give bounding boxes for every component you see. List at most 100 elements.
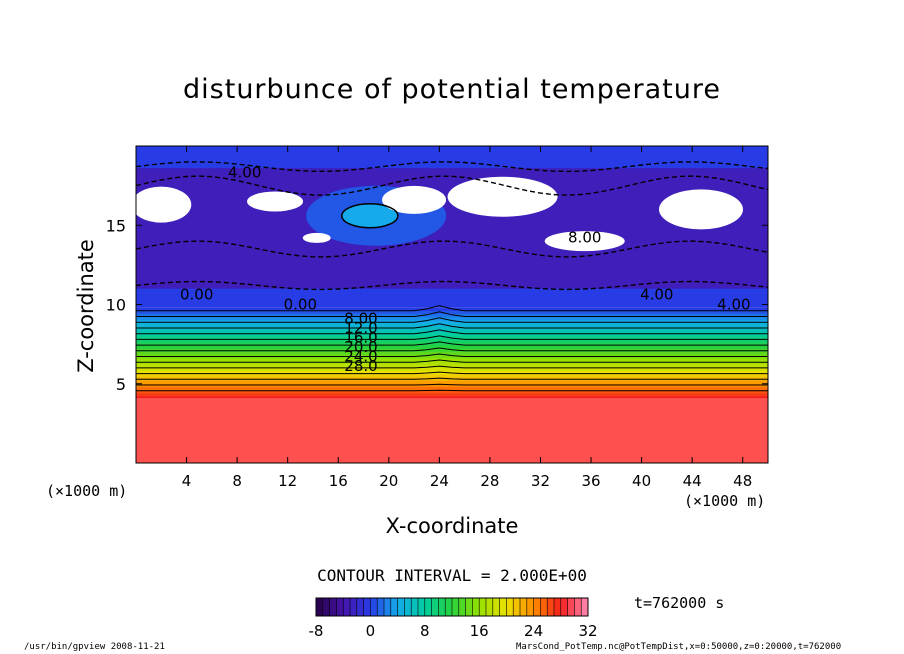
colorbar-cell — [452, 598, 460, 616]
contour-line — [136, 371, 768, 375]
contour-label: 24.0 — [344, 348, 377, 366]
contour-line — [136, 335, 768, 340]
contour-line — [136, 383, 768, 386]
colorbar-tick-label: -8 — [309, 622, 324, 640]
field-band — [136, 339, 768, 344]
colorbar-tick-label: 32 — [578, 622, 597, 640]
colorbar-cell — [465, 598, 473, 616]
x-tick-label: 28 — [480, 472, 499, 490]
contour-line-dashed — [136, 175, 768, 196]
contour-line — [136, 359, 768, 363]
field-lower — [136, 398, 768, 463]
colorbar-cell — [486, 598, 494, 616]
contour-line — [136, 323, 768, 329]
colorbar-tick-label: 24 — [524, 622, 543, 640]
x-tick-label: 20 — [379, 472, 398, 490]
colorbar-cell — [472, 598, 480, 616]
colorbar-cell — [567, 598, 575, 616]
field-band — [136, 307, 768, 312]
colorbar-cell — [390, 598, 399, 616]
field-band — [136, 352, 768, 356]
contour-label: 4.00 — [228, 164, 261, 182]
contour-label: 8.00 — [344, 310, 377, 328]
colorbar-cell — [418, 598, 426, 616]
field-band — [136, 361, 768, 366]
contour-label: 4.00 — [640, 286, 673, 304]
x-tick-label: 36 — [581, 472, 600, 490]
plot-area: 4.008.000.00 4.000.00 4.008.0012.016.020.0… — [136, 146, 768, 463]
contour-label: 8.00 — [568, 229, 601, 247]
y-tick-label: 10 — [106, 296, 126, 315]
colorbar-cell — [547, 598, 555, 616]
field-band — [136, 358, 768, 363]
colorbar-tick-label: 8 — [420, 622, 430, 640]
field-band — [136, 333, 768, 337]
blank-region — [247, 191, 304, 212]
field-band — [136, 386, 768, 391]
contour-line — [136, 317, 768, 323]
field-zero-band — [136, 288, 768, 308]
colorbar-cell — [438, 598, 446, 616]
field-band — [136, 348, 768, 353]
contour-line — [136, 377, 768, 380]
field-band — [136, 314, 768, 318]
colorbar-cell — [520, 598, 528, 616]
contour-line — [136, 353, 768, 357]
field-band — [136, 345, 768, 350]
field-band — [136, 355, 768, 359]
colorbar-frame — [315, 597, 589, 617]
colorbar-cell — [363, 598, 371, 616]
contour-line — [136, 305, 768, 312]
colorbar-cell — [499, 598, 507, 616]
blank-region — [382, 185, 447, 214]
footer-command: /usr/bin/gpview 2008-11-21 — [24, 642, 165, 652]
colorbar-cell — [492, 598, 501, 616]
y-tick-label: 15 — [106, 216, 126, 235]
colorbar-cell — [404, 598, 412, 616]
x-tick-label: 4 — [182, 472, 192, 490]
field-band — [136, 383, 768, 388]
colorbar-cell — [458, 598, 467, 616]
colorbar-cell — [377, 598, 385, 616]
field-cyan-patch — [341, 203, 398, 228]
field-band — [136, 367, 768, 372]
colorbar-cell — [581, 598, 589, 616]
contour-label: 20.0 — [344, 338, 377, 356]
x-tick-label: 24 — [430, 472, 449, 490]
y-tick-label: 5 — [116, 375, 126, 394]
colorbar-cell — [526, 598, 535, 616]
colorbar-cell — [350, 598, 358, 616]
time-stamp: t=762000 s — [634, 594, 725, 612]
colorbar-cell — [445, 598, 453, 616]
colorbar-cell — [574, 598, 582, 616]
contour-line — [136, 329, 768, 335]
colorbar-cell — [336, 598, 344, 616]
x-tick-label: 44 — [683, 472, 702, 490]
colorbar-cell — [356, 598, 365, 616]
contour-line-dashed — [136, 280, 768, 291]
contour-line-dashed — [136, 161, 768, 173]
x-tick-label: 40 — [632, 472, 651, 490]
contour-label: 12.0 — [344, 319, 377, 337]
colorbar-cell — [316, 598, 324, 616]
x-tick-label: 12 — [278, 472, 297, 490]
colorbar-cell — [479, 598, 487, 616]
field-band — [136, 326, 768, 331]
contour-label: 4.00 — [717, 295, 750, 313]
blank-region — [659, 189, 744, 230]
field-band — [136, 320, 768, 325]
colorbar-cell — [431, 598, 439, 616]
colorbar: -8 0 8 16 24 32 — [309, 597, 598, 640]
footer-source: MarsCond_PotTemp.nc@PotTempDist,x=0:5000… — [516, 642, 842, 652]
x-tick-label: 16 — [329, 472, 348, 490]
colorbar-tick-label: 16 — [470, 622, 489, 640]
blank-region — [544, 231, 625, 252]
x-tick-label: 8 — [232, 472, 242, 490]
contour-label: 0.00 — [180, 286, 213, 304]
contour-line — [136, 389, 768, 392]
colorbar-cell — [343, 598, 351, 616]
blank-region — [447, 176, 558, 217]
field-top-band — [136, 146, 768, 169]
colorbar-cell — [424, 598, 433, 616]
y-axis-label: Z-coordinate — [74, 239, 98, 373]
